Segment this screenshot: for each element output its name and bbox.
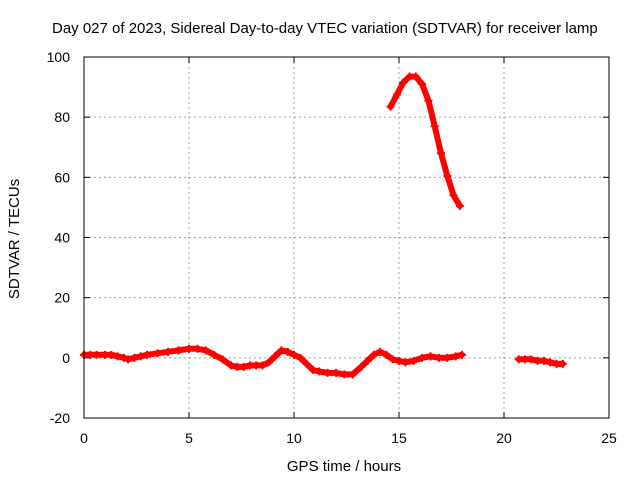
x-tick-label: 10 <box>286 430 302 446</box>
data-point <box>277 346 286 355</box>
y-tick-label: 20 <box>54 290 70 306</box>
data-point <box>418 353 427 362</box>
data-point <box>449 191 458 200</box>
x-tick-label: 0 <box>80 430 88 446</box>
data-point <box>302 359 311 368</box>
y-tick-label: 80 <box>54 109 70 125</box>
data-point <box>437 149 445 158</box>
plot-frame <box>83 56 610 419</box>
data-point <box>430 122 439 131</box>
data-point <box>136 352 145 361</box>
plot-area <box>80 72 567 379</box>
data-point <box>369 350 378 359</box>
data-point <box>382 350 391 359</box>
x-tick-label: 25 <box>601 430 617 446</box>
data-point <box>409 356 418 365</box>
data-point <box>357 362 366 371</box>
data-point <box>348 370 357 379</box>
chart-title: Day 027 of 2023, Sidereal Day-to-day VTE… <box>52 20 598 37</box>
data-point <box>376 347 385 356</box>
data-point <box>539 356 548 365</box>
x-axis-label: GPS time / hours <box>287 458 401 475</box>
data-point <box>458 350 466 359</box>
data-point <box>164 347 172 356</box>
data-point <box>153 349 162 358</box>
data-point <box>399 78 408 87</box>
data-point <box>113 352 122 361</box>
data-point <box>527 355 536 364</box>
axis-ticks: 0 5 10 15 20 25 -20 0 20 40 60 80 100 <box>47 49 617 446</box>
data-point <box>283 347 292 356</box>
data-point <box>271 352 280 361</box>
series-line <box>387 73 463 209</box>
data-point <box>119 353 128 362</box>
data-point <box>558 359 567 368</box>
data-point <box>174 346 183 355</box>
data-point <box>401 358 410 367</box>
data-point <box>546 358 555 367</box>
data-point <box>411 72 420 81</box>
y-tick-label: 60 <box>54 169 70 185</box>
data-point <box>315 367 324 376</box>
x-tick-label: 15 <box>391 430 407 446</box>
data-point <box>392 90 401 99</box>
y-tick-label: -20 <box>50 410 70 426</box>
data-point <box>386 102 395 111</box>
data-point <box>455 201 464 210</box>
x-tick-label: 20 <box>496 430 512 446</box>
data-point <box>290 350 298 359</box>
data-point <box>340 370 349 379</box>
data-point <box>424 96 433 105</box>
data-point <box>363 356 372 365</box>
data-point <box>323 368 332 377</box>
data-point <box>443 171 452 180</box>
data-point <box>210 350 219 359</box>
data-point <box>92 350 101 359</box>
data-point <box>124 355 133 364</box>
data-point <box>418 80 427 89</box>
data-point <box>296 353 305 362</box>
y-axis-label: SDTVAR / TECUs <box>6 179 23 299</box>
data-point <box>426 352 435 361</box>
data-point <box>332 368 340 377</box>
y-tick-label: 40 <box>54 230 70 246</box>
data-point <box>395 356 403 365</box>
data-point <box>185 344 193 353</box>
data-point <box>143 350 151 359</box>
data-point <box>193 344 202 353</box>
data-point <box>201 346 210 355</box>
data-point <box>388 355 397 364</box>
data-point <box>107 350 116 359</box>
data-point <box>443 353 452 362</box>
data-point <box>130 353 139 362</box>
data-point <box>218 355 227 364</box>
data-point <box>239 362 248 371</box>
grid <box>84 57 609 418</box>
y-tick-label: 100 <box>47 49 71 65</box>
data-point <box>434 353 443 362</box>
x-tick-label: 5 <box>185 430 193 446</box>
data-point <box>308 365 317 374</box>
data-point <box>227 361 235 370</box>
y-tick-label: 0 <box>62 350 70 366</box>
data-point <box>451 352 460 361</box>
data-point <box>264 358 273 367</box>
data-point <box>258 361 267 370</box>
